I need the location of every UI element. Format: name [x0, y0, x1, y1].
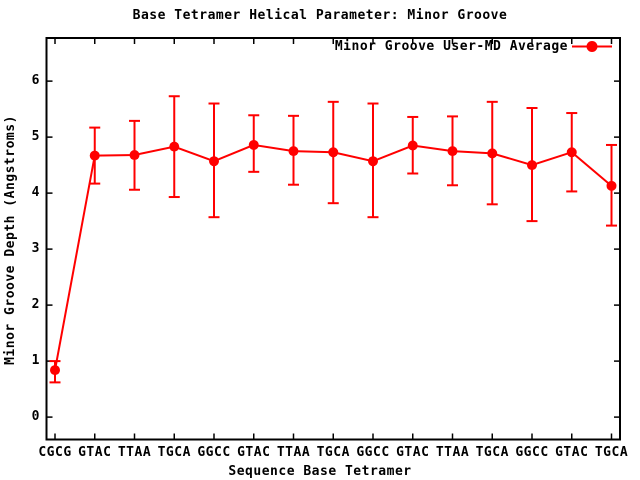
data-point-marker: [129, 150, 140, 161]
data-point-marker: [209, 156, 219, 167]
x-axis-label: Sequence Base Tetramer: [228, 464, 412, 479]
y-tick-label: 2: [31, 297, 40, 313]
data-point-marker: [328, 147, 339, 158]
x-tick-label: GGCC: [197, 445, 231, 460]
legend-line-sample-icon: [572, 41, 612, 52]
x-tick-label: TGCA: [157, 445, 191, 460]
y-tick-label: 4: [31, 185, 40, 201]
legend-sample-marker: [586, 41, 598, 52]
x-tick-label: GGCC: [356, 445, 390, 460]
legend-series-label: Minor Groove User-MD Average: [334, 39, 568, 54]
data-point-marker: [566, 147, 577, 158]
y-tick-label: 6: [31, 73, 40, 89]
x-tick-label: GGCC: [515, 445, 549, 460]
x-tick-label: TTAA: [435, 445, 470, 460]
data-point-marker: [527, 160, 537, 171]
y-axis-label: Minor Groove Depth (Angstroms): [3, 115, 18, 365]
data-point-marker: [89, 150, 100, 161]
x-tick-label: TGCA: [594, 445, 629, 460]
y-tick-label: 0: [31, 409, 40, 425]
data-point-marker: [368, 156, 378, 167]
data-point-marker: [288, 146, 299, 157]
x-tick-label: TGCA: [475, 445, 509, 460]
chart-title: Base Tetramer Helical Parameter: Minor G…: [132, 8, 508, 23]
data-point-marker: [487, 148, 498, 159]
x-tick-label: CGCG: [38, 445, 72, 460]
x-tick-label: TGCA: [316, 445, 350, 460]
x-tick-label: TTAA: [276, 445, 311, 460]
data-point-marker: [407, 140, 418, 151]
x-tick-label: GTAC: [396, 445, 430, 460]
data-point-marker: [50, 365, 60, 376]
y-tick-label: 5: [31, 129, 40, 145]
data-point-marker: [606, 180, 617, 191]
x-tick-label: GTAC: [237, 445, 271, 460]
data-point-marker: [248, 139, 259, 150]
data-point-marker: [447, 146, 458, 157]
y-tick-label: 3: [31, 241, 40, 257]
data-point-marker: [169, 141, 180, 152]
plot-border: [45, 37, 621, 441]
x-tick-label: TTAA: [117, 445, 152, 460]
legend: Minor Groove User-MD Average: [335, 39, 612, 54]
x-tick-label: GTAC: [555, 445, 589, 460]
x-tick-label: GTAC: [78, 445, 112, 460]
y-tick-label: 1: [31, 353, 40, 369]
